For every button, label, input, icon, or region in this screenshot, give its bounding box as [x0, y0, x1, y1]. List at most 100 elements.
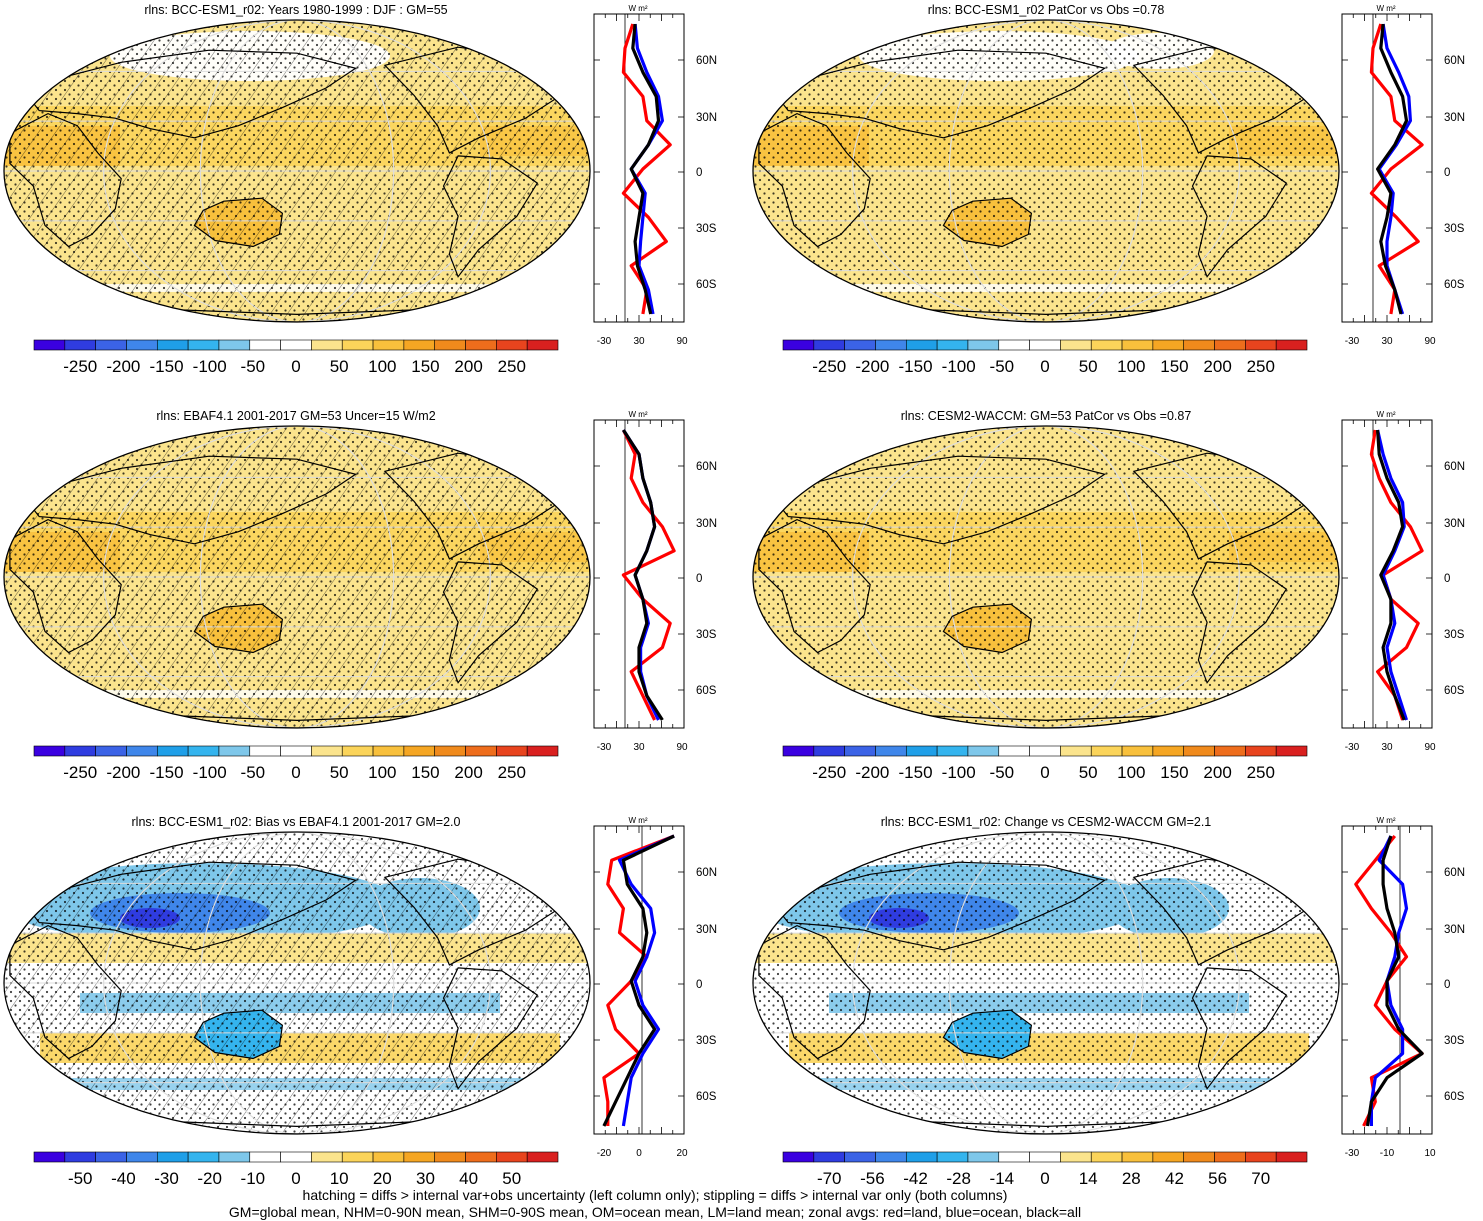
zonal-mean-plot: 60N 30N 0 30S 60S -30 30 90 W m²: [593, 410, 717, 753]
colorbar-swatch: [1060, 339, 1092, 351]
colorbar-swatch: [1090, 745, 1123, 757]
colorbar-swatch: [1214, 339, 1246, 351]
colorbar-swatch: [526, 745, 559, 757]
latitude-tick-label: 60S: [1444, 279, 1465, 291]
colorbar-swatch: [1060, 745, 1092, 757]
colorbar-swatch: [156, 339, 189, 351]
units-label: W m²: [1376, 4, 1395, 13]
latitude-tick-label: 60S: [696, 279, 717, 291]
colorbar-tick-label: 200: [1203, 763, 1231, 782]
colorbar: -250 -200 -150 -100 -50 0 50 100 150 200 250: [782, 745, 1308, 782]
colorbar-tick-label: -100: [193, 357, 227, 376]
latitude-tick-label: 30S: [1444, 629, 1465, 641]
colorbar-tick-label: -250: [812, 357, 846, 376]
colorbar-tick-label: -150: [150, 357, 184, 376]
colorbar-tick-label: 70: [1251, 1169, 1270, 1188]
latitude-tick-label: 30S: [696, 629, 717, 641]
colorbar-swatch: [218, 745, 251, 757]
colorbar-swatch: [1183, 745, 1215, 757]
colorbar-tick-label: -200: [106, 357, 140, 376]
colorbar-swatch: [280, 1151, 312, 1163]
latitude-tick-label: 30S: [1444, 1035, 1465, 1047]
units-label: W m²: [628, 410, 647, 419]
units-label: W m²: [628, 816, 647, 825]
colorbar-swatch: [434, 745, 466, 757]
colorbar-swatch: [218, 1151, 251, 1163]
colorbar-tick-label: -200: [855, 763, 889, 782]
colorbar-tick-label: 150: [411, 357, 439, 376]
colorbar-tick-label: 100: [368, 357, 396, 376]
colorbar-swatch: [280, 339, 312, 351]
zonal-line-land: [602, 834, 675, 1126]
colorbar-tick-label: 250: [1247, 357, 1275, 376]
latitude-tick-label: 30N: [696, 112, 717, 124]
colorbar-swatch: [875, 745, 907, 757]
colorbar-swatch: [1090, 339, 1123, 351]
colorbar-swatch: [64, 745, 96, 757]
colorbar-swatch: [372, 339, 405, 351]
colorbar-swatch: [1152, 745, 1185, 757]
latitude-tick-label: 0: [696, 573, 702, 585]
zonal-line-all: [1365, 835, 1424, 1127]
colorbar-tick-label: -50: [990, 357, 1015, 376]
colorbar-tick-label: 250: [498, 357, 526, 376]
colorbar-tick-label: -28: [946, 1169, 971, 1188]
colorbar-swatch: [936, 339, 969, 351]
colorbar-swatch: [33, 339, 66, 351]
latitude-tick-label: 30N: [1444, 924, 1465, 936]
colorbar-tick-label: 250: [1247, 763, 1275, 782]
colorbar-swatch: [1121, 339, 1154, 351]
units-label: W m²: [1376, 816, 1395, 825]
latitude-tick-label: 30N: [696, 518, 717, 530]
footer-note-legend: GM=global mean, NHM=0-90N mean, SHM=0-90…: [228, 1204, 1082, 1220]
colorbar-swatch: [526, 1151, 559, 1163]
latitude-tick-label: 30S: [1444, 223, 1465, 235]
colorbar-swatch: [249, 339, 281, 351]
colorbar-tick-label: 0: [291, 357, 300, 376]
zonal-x-tick-label: 90: [1424, 336, 1436, 347]
colorbar-tick-label: -150: [150, 763, 184, 782]
colorbar-swatch: [782, 745, 815, 757]
zonal-x-tick-label: 90: [1424, 742, 1436, 753]
footer-note-hatching: hatching = diffs > internal var+obs unce…: [302, 1187, 1008, 1203]
latitude-tick-label: 60N: [696, 461, 717, 473]
colorbar-tick-label: -50: [241, 763, 266, 782]
colorbar-swatch: [187, 745, 220, 757]
colorbar-swatch: [95, 1151, 127, 1163]
zonal-line-all: [622, 429, 664, 721]
zonal-x-tick-label: 90: [676, 742, 688, 753]
colorbar-swatch: [967, 745, 1000, 757]
colorbar-tick-label: 30: [416, 1169, 435, 1188]
colorbar: -50 -40 -30 -20 -10 0 10 20 30 40 50: [33, 1151, 559, 1188]
colorbar-swatch: [311, 339, 343, 351]
zonal-line-all: [1375, 23, 1409, 315]
colorbar: -250 -200 -150 -100 -50 0 50 100 150 200 250: [782, 339, 1308, 376]
colorbar-tick-label: 200: [1203, 357, 1231, 376]
colorbar-swatch: [998, 745, 1030, 757]
latitude-tick-label: 0: [1444, 573, 1450, 585]
latitude-tick-label: 60N: [1444, 867, 1465, 879]
colorbar-swatch: [905, 745, 938, 757]
latitude-tick-label: 60S: [1444, 1091, 1465, 1103]
colorbar-swatch: [1245, 339, 1277, 351]
colorbar-swatch: [905, 1151, 938, 1163]
colorbar-tick-label: -150: [899, 763, 933, 782]
colorbar-tick-label: 0: [1040, 1169, 1049, 1188]
colorbar-tick-label: 40: [459, 1169, 478, 1188]
colorbar-swatch: [311, 1151, 343, 1163]
world-map-panel: [3, 425, 591, 729]
colorbar-swatch: [936, 745, 969, 757]
zonal-x-tick-label: -30: [1345, 336, 1360, 347]
colorbar-tick-label: 0: [1040, 763, 1049, 782]
colorbar-swatch: [403, 1151, 436, 1163]
zonal-line-ocean: [617, 834, 675, 1127]
zonal-x-tick-label: -30: [597, 336, 612, 347]
colorbar-swatch: [844, 745, 876, 757]
colorbar-swatch: [64, 339, 96, 351]
colorbar-swatch: [1152, 1151, 1185, 1163]
colorbar-tick-label: 50: [1079, 763, 1098, 782]
colorbar-swatch: [813, 339, 845, 351]
colorbar-tick-label: -50: [241, 357, 266, 376]
zonal-x-tick-label: 10: [1424, 1148, 1436, 1159]
colorbar-tick-label: -200: [855, 357, 889, 376]
